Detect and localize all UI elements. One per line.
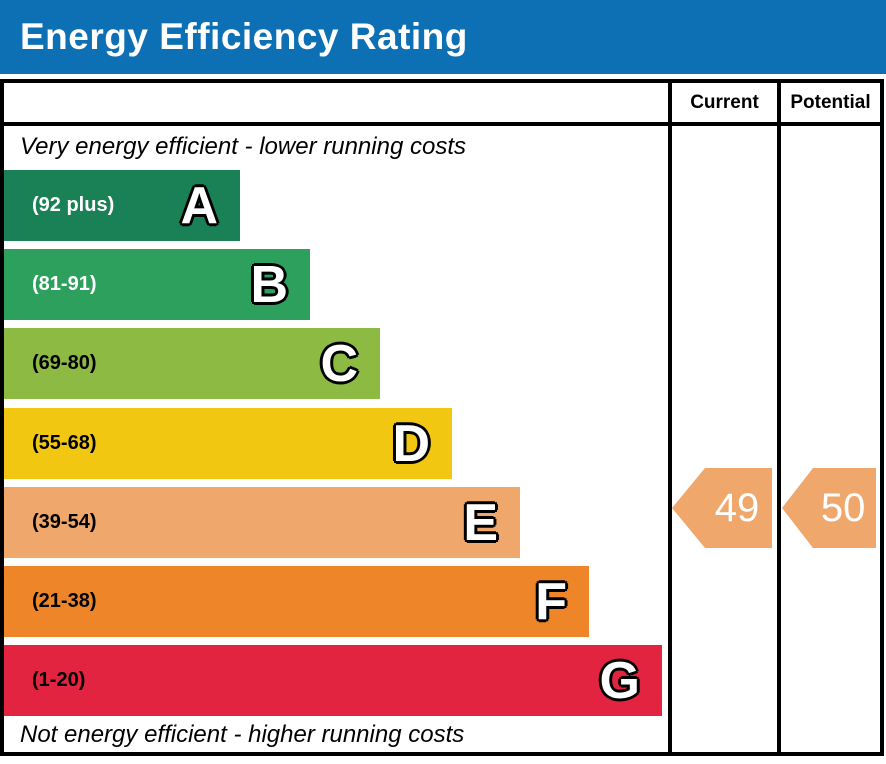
- band-b-letter: B: [250, 255, 288, 314]
- band-f-range-label: (21-38): [32, 590, 97, 612]
- band-d-range-label: (55-68): [32, 432, 97, 454]
- potential-rating-value: 50: [820, 486, 866, 530]
- band-d: (55-68) D: [4, 408, 452, 479]
- current-column-divider: [668, 83, 672, 752]
- band-b-range-label: (81-91): [32, 273, 97, 295]
- header-banner: Energy Efficiency Rating: [0, 0, 886, 74]
- potential-column-divider: [777, 83, 781, 752]
- band-d-letter: D: [392, 414, 430, 473]
- potential-column-header: Potential: [790, 92, 871, 113]
- band-g-range-label: (1-20): [32, 669, 86, 691]
- caption-not-efficient: Not energy efficient - higher running co…: [20, 721, 465, 748]
- current-column-header: Current: [690, 92, 759, 113]
- band-a-range-label: (92 plus): [32, 194, 115, 216]
- energy-rating-chart: Current Potential Very energy efficient …: [0, 79, 884, 756]
- page-title: Energy Efficiency Rating: [20, 16, 468, 57]
- band-c-range-label: (69-80): [32, 352, 97, 374]
- caption-very-efficient: Very energy efficient - lower running co…: [20, 133, 466, 160]
- band-c: (69-80) C: [4, 328, 380, 399]
- band-e-letter: E: [463, 493, 498, 552]
- band-e-range-label: (39-54): [32, 511, 97, 533]
- band-a: (92 plus) A: [4, 170, 240, 241]
- header-row-underline: [4, 122, 880, 126]
- band-g-letter: G: [599, 651, 640, 710]
- band-f: (21-38) F: [4, 566, 589, 637]
- band-e: (39-54) E: [4, 487, 520, 558]
- current-rating-value: 49: [714, 486, 760, 530]
- potential-rating-arrow: 50: [782, 468, 876, 548]
- current-rating-arrow: 49: [672, 468, 772, 548]
- band-a-letter: A: [180, 176, 218, 235]
- band-b: (81-91) B: [4, 249, 310, 320]
- band-f-letter: F: [535, 572, 567, 631]
- band-c-letter: C: [320, 334, 358, 393]
- band-g: (1-20) G: [4, 645, 662, 716]
